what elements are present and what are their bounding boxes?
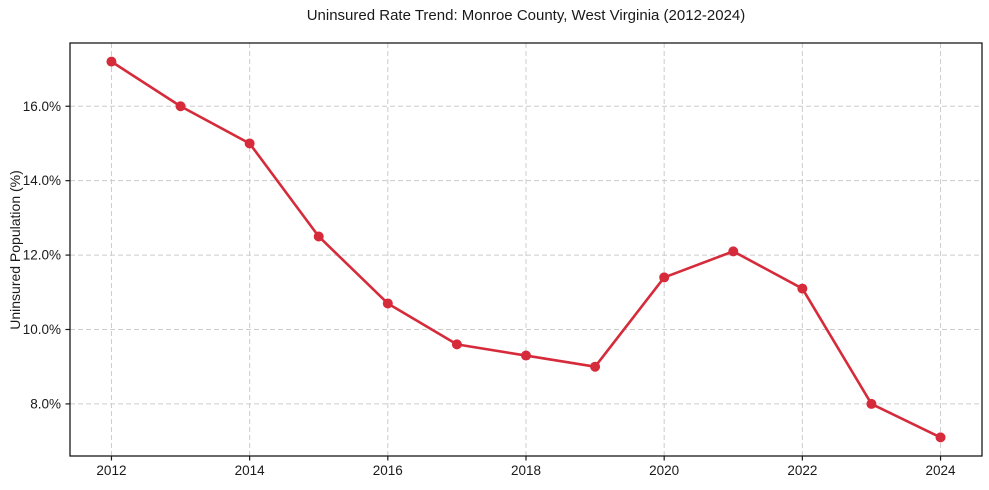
data-point xyxy=(175,101,186,112)
data-point xyxy=(521,350,531,361)
x-tick-label: 2014 xyxy=(235,463,266,478)
data-point xyxy=(590,361,601,372)
y-tick-label: 12.0% xyxy=(23,248,61,263)
data-point xyxy=(382,298,393,309)
chart-title: Uninsured Rate Trend: Monroe County, Wes… xyxy=(306,7,746,24)
y-tick-label: 10.0% xyxy=(23,322,61,337)
data-point xyxy=(866,398,877,409)
axes-frame xyxy=(69,42,983,457)
data-point xyxy=(728,246,739,257)
x-tick-label: 2024 xyxy=(926,463,957,478)
x-tick-label: 2012 xyxy=(96,463,126,478)
data-point xyxy=(313,231,324,242)
data-point xyxy=(106,56,117,67)
data-point xyxy=(797,283,808,294)
y-tick-label: 16.0% xyxy=(23,99,61,114)
data-point xyxy=(451,339,462,350)
x-tick-label: 2020 xyxy=(649,463,679,478)
y-axis-label: Uninsured Population (%) xyxy=(7,169,23,330)
x-tick-label: 2022 xyxy=(787,463,817,478)
y-tick-label: 8.0% xyxy=(30,396,61,411)
y-tick-label: 14.0% xyxy=(23,173,61,188)
data-point xyxy=(244,138,255,149)
x-tick-label: 2018 xyxy=(511,463,541,478)
y-axis-label-container: Uninsured Population (%) xyxy=(0,43,30,456)
data-point xyxy=(935,432,946,443)
data-point xyxy=(659,272,670,283)
x-tick-label: 2016 xyxy=(373,463,403,478)
